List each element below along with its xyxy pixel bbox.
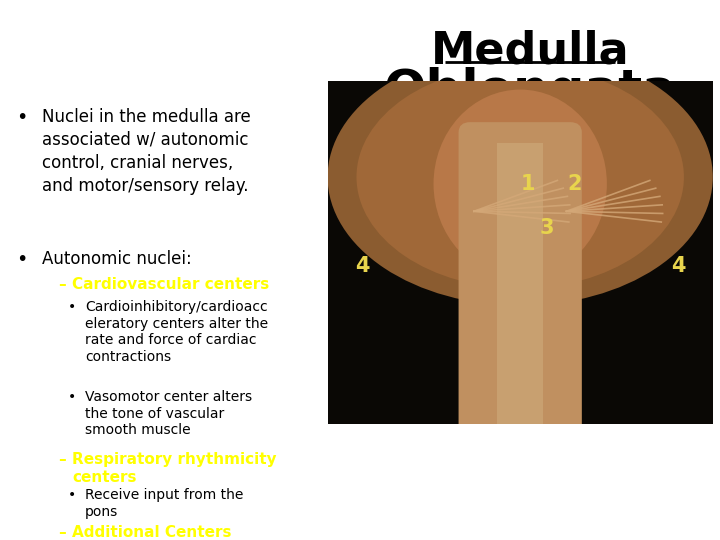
Text: 2: 2 [567, 174, 581, 194]
Text: –: – [58, 525, 66, 540]
Text: •: • [17, 250, 27, 269]
Text: Vasomotor center alters
the tone of vascular
smooth muscle: Vasomotor center alters the tone of vasc… [85, 390, 252, 437]
Text: Nuclei in the medulla are
associated w/ autonomic
control, cranial nerves,
and m: Nuclei in the medulla are associated w/ … [42, 108, 251, 195]
Text: 3: 3 [540, 219, 554, 239]
Text: Receive input from the
pons: Receive input from the pons [85, 488, 243, 519]
Ellipse shape [356, 65, 684, 288]
Text: Additional Centers: Additional Centers [72, 525, 232, 540]
Text: •: • [68, 488, 76, 502]
FancyBboxPatch shape [459, 122, 582, 434]
Text: –: – [58, 452, 66, 467]
Bar [497, 143, 544, 424]
Text: 4: 4 [355, 256, 369, 276]
Text: –: – [58, 277, 66, 292]
Text: 1: 1 [521, 174, 535, 194]
Text: •: • [68, 390, 76, 404]
Ellipse shape [433, 90, 607, 278]
Text: 4: 4 [671, 256, 685, 276]
Text: Cardioinhibitory/cardioacc
eleratory centers alter the
rate and force of cardiac: Cardioinhibitory/cardioacc eleratory cen… [85, 300, 268, 364]
Text: •: • [17, 108, 27, 127]
Text: Autonomic nuclei:: Autonomic nuclei: [42, 250, 192, 268]
Text: Respiratory rhythmicity
centers: Respiratory rhythmicity centers [72, 452, 276, 485]
Text: Oblongata: Oblongata [384, 67, 676, 115]
Text: Medulla: Medulla [431, 30, 629, 73]
Text: Cardiovascular centers: Cardiovascular centers [72, 277, 269, 292]
Ellipse shape [328, 49, 713, 306]
Text: •: • [68, 300, 76, 314]
